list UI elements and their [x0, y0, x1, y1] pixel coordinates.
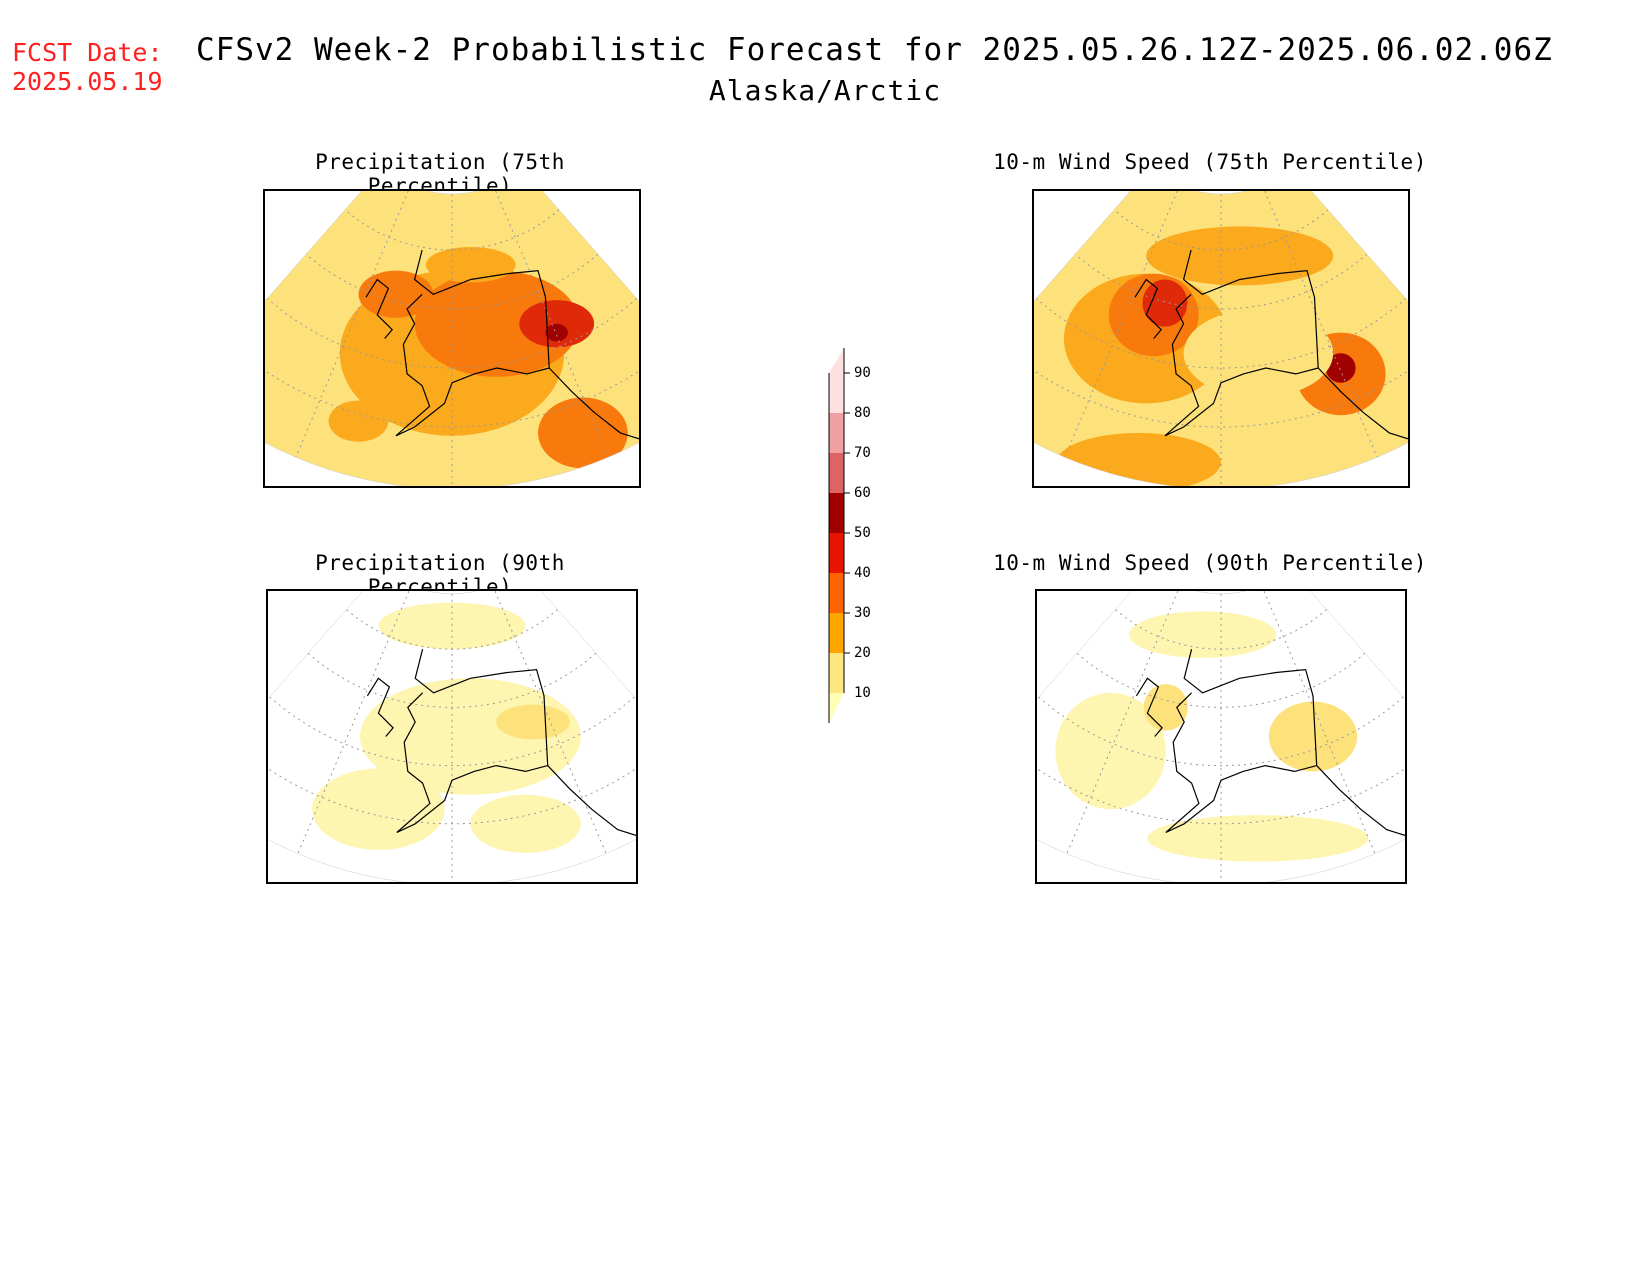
colorbar-tick-label: 60: [854, 485, 871, 501]
longitude-line: [297, 591, 410, 854]
forecast-domain: [1037, 591, 1405, 882]
probability-contour: [1325, 353, 1356, 383]
probability-contour: [1055, 692, 1166, 810]
probability-contour: [1183, 309, 1334, 398]
colorbar-segment: [829, 653, 844, 693]
figure-title: CFSv2 Week-2 Probabilistic Forecast for …: [196, 32, 1553, 68]
colorbar-tick-label: 30: [854, 605, 871, 621]
alaska-coastline: [1164, 249, 1319, 437]
probability-contour: [414, 270, 580, 377]
panhandle-coastline: [1317, 367, 1408, 440]
probability-contour: [312, 768, 445, 850]
alaska-coastline: [396, 649, 549, 834]
colorbar-tick-label: 40: [854, 565, 871, 581]
probability-contour: [1268, 701, 1358, 772]
fcst-date-value: 2025.05.19: [12, 67, 163, 96]
probability-contour: [425, 247, 516, 283]
latitude-line: [1038, 696, 1404, 767]
probability-contour: [538, 397, 628, 469]
probability-contour: [378, 602, 526, 650]
region-title: Alaska/Arctic: [708, 74, 942, 107]
fcst-date-label: FCST Date:: [12, 38, 163, 67]
probability-contour: [1147, 815, 1369, 862]
probability-contour: [1142, 279, 1188, 327]
colorbar-segment: [829, 493, 844, 533]
colorbar-segment: [829, 453, 844, 493]
chukotka-coastline: [1134, 278, 1163, 339]
longitude-line: [494, 591, 607, 854]
map-canvas: [1034, 191, 1408, 486]
longitude-line: [1064, 191, 1178, 458]
chukotka-coastline: [366, 677, 394, 737]
longitude-line: [295, 191, 409, 458]
colorbar-tick-label: 10: [854, 685, 871, 701]
map-canvas: [265, 191, 639, 486]
panhandle-coastline: [547, 765, 636, 836]
panhandle-coastline: [548, 367, 639, 440]
map-precip-90: [266, 589, 638, 884]
colorbar-tick-label: 80: [854, 405, 871, 421]
chukotka-coastline: [365, 278, 394, 339]
probability-contour: [358, 270, 434, 318]
map-canvas: [268, 591, 636, 882]
colorbar-segment: [829, 573, 844, 613]
longitude-line: [1264, 191, 1378, 458]
colorbar: [828, 348, 850, 723]
map-precip-75: [263, 189, 641, 488]
panel-title-precip-75: Precipitation (75th Percentile): [315, 150, 565, 198]
colorbar-segment: [829, 613, 844, 653]
colorbar-segment: [829, 373, 844, 413]
panhandle-coastline: [1316, 765, 1405, 836]
colorbar-tick-label: 90: [854, 365, 871, 381]
colorbar-tick-label: 70: [854, 445, 871, 461]
latitude-line: [1076, 652, 1366, 708]
map-canvas: [1037, 591, 1405, 882]
colorbar-top-tail: [829, 348, 844, 373]
chukotka-coastline: [1135, 677, 1163, 737]
map-wind-75: [1032, 189, 1410, 488]
longitude-line: [1066, 591, 1179, 854]
forecast-date-block: FCST Date: 2025.05.19: [12, 38, 163, 96]
map-wind-90: [1035, 589, 1407, 884]
colorbar-segment: [829, 533, 844, 573]
colorbar-segment: [829, 413, 844, 453]
colorbar-tick-label: 20: [854, 645, 871, 661]
longitude-line: [495, 191, 609, 458]
probability-contour: [328, 400, 389, 442]
probability-contour: [496, 704, 570, 740]
probability-contour: [519, 300, 595, 348]
probability-contour: [1146, 226, 1334, 286]
colorbar-tick-label: 50: [854, 525, 871, 541]
probability-contour: [470, 794, 581, 853]
panel-title-wind-75: 10-m Wind Speed (75th Percentile): [993, 150, 1427, 174]
alaska-coastline: [395, 249, 550, 437]
longitude-line: [1263, 591, 1376, 854]
latitude-line: [307, 652, 597, 708]
latitude-line: [269, 696, 635, 767]
alaska-coastline: [1165, 649, 1318, 834]
probability-contour: [1129, 611, 1277, 658]
probability-contour: [545, 323, 568, 342]
panel-title-wind-90: 10-m Wind Speed (90th Percentile): [993, 551, 1427, 575]
colorbar-bottom-tail: [829, 693, 844, 723]
